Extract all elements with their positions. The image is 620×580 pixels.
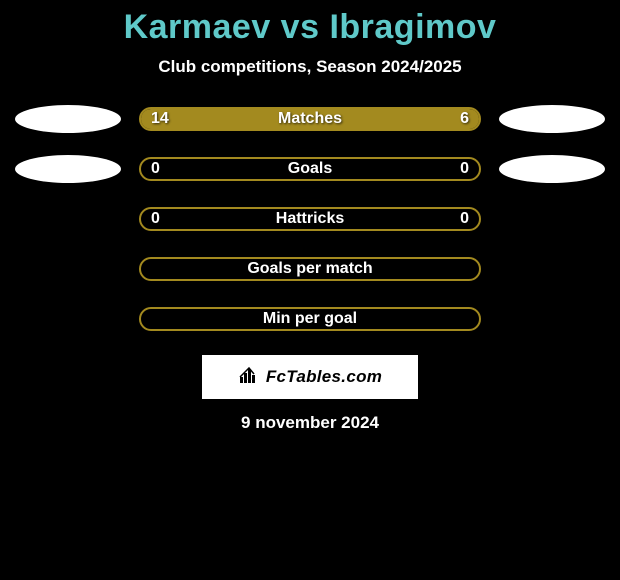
- stat-bar: Min per goal: [139, 307, 481, 331]
- right-value: 6: [460, 110, 469, 128]
- left-placeholder: [15, 205, 121, 233]
- page-title: Karmaev vs Ibragimov: [0, 8, 620, 47]
- stat-row: Min per goal: [0, 305, 620, 333]
- right-value: 0: [460, 210, 469, 228]
- comparison-infographic: Karmaev vs Ibragimov Club competitions, …: [0, 0, 620, 433]
- attribution-text: FcTables.com: [266, 367, 382, 387]
- stat-label: Hattricks: [276, 210, 344, 228]
- stat-label: Matches: [278, 110, 342, 128]
- stat-row: 14 6 Matches: [0, 105, 620, 133]
- left-value: 14: [151, 110, 169, 128]
- left-value: 0: [151, 160, 160, 178]
- right-placeholder: [499, 205, 605, 233]
- stat-row: Goals per match: [0, 255, 620, 283]
- left-placeholder: [15, 255, 121, 283]
- stat-row: 0 0 Goals: [0, 155, 620, 183]
- left-team-marker: [15, 105, 121, 133]
- left-value: 0: [151, 210, 160, 228]
- bars-container: 14 6 Matches 0 0 Goals 0 0 Hattricks Goals per ma…: [0, 105, 620, 333]
- right-team-marker: [499, 155, 605, 183]
- left-team-marker: [15, 155, 121, 183]
- stat-label: Goals per match: [247, 260, 372, 278]
- right-placeholder: [499, 255, 605, 283]
- date-text: 9 november 2024: [0, 413, 620, 433]
- right-placeholder: [499, 305, 605, 333]
- stat-label: Goals: [288, 160, 332, 178]
- stat-row: 0 0 Hattricks: [0, 205, 620, 233]
- stat-bar: 14 6 Matches: [139, 107, 481, 131]
- right-team-marker: [499, 105, 605, 133]
- attribution-badge: FcTables.com: [202, 355, 418, 399]
- stat-label: Min per goal: [263, 310, 357, 328]
- subtitle: Club competitions, Season 2024/2025: [0, 57, 620, 77]
- right-value: 0: [460, 160, 469, 178]
- stat-bar: 0 0 Hattricks: [139, 207, 481, 231]
- bar-chart-icon: [238, 365, 260, 390]
- stat-bar: Goals per match: [139, 257, 481, 281]
- left-placeholder: [15, 305, 121, 333]
- stat-bar: 0 0 Goals: [139, 157, 481, 181]
